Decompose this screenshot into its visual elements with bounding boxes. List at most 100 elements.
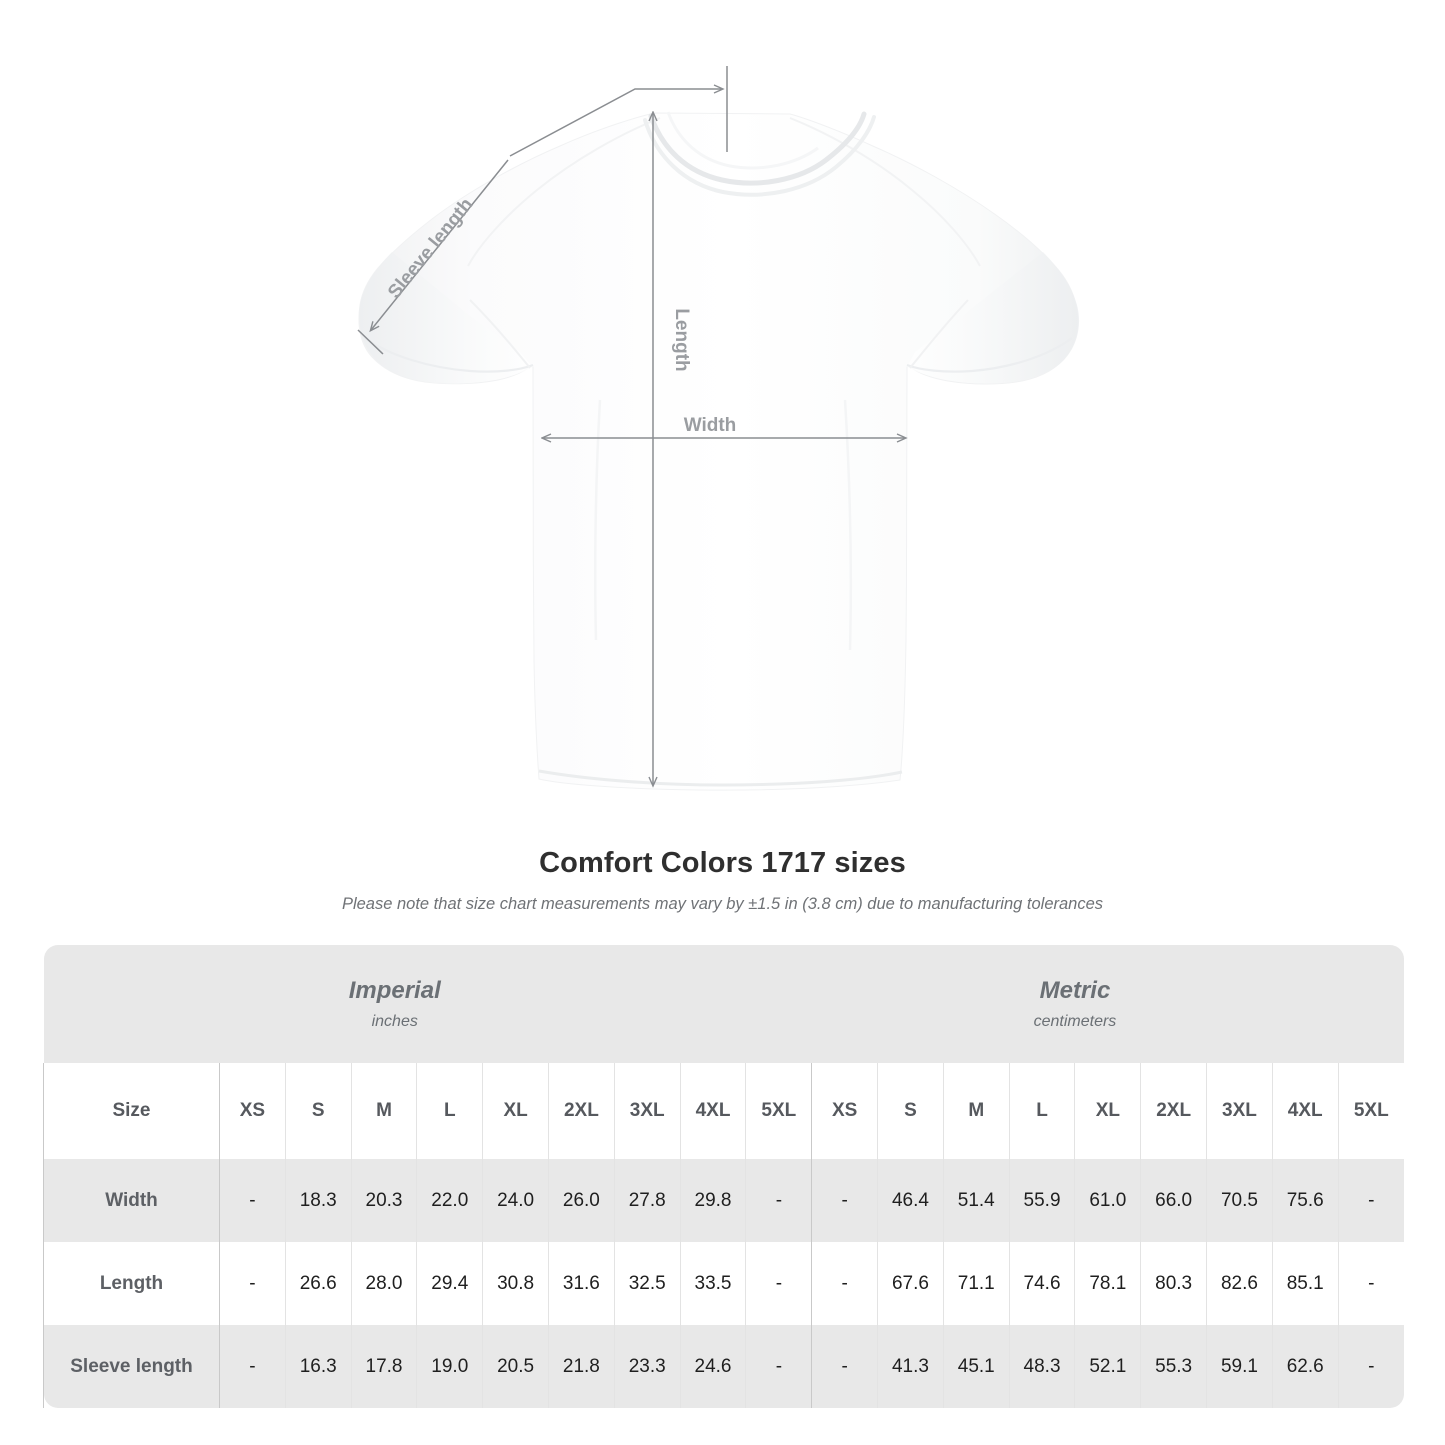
cell-length-imperial-s: 26.6 xyxy=(284,1242,352,1325)
cell-sleeve-imperial-2xl: 21.8 xyxy=(547,1325,615,1408)
cell-sleeve-imperial-xl: 20.5 xyxy=(482,1325,549,1408)
metric-label: Metric xyxy=(1039,976,1111,1004)
cell-width-imperial-m: 20.3 xyxy=(350,1159,417,1242)
cell-length-imperial-xl: 30.8 xyxy=(482,1242,549,1325)
header-imperial-xl: XL xyxy=(482,1063,549,1159)
header-imperial-4xl: 4XL xyxy=(679,1063,746,1159)
cell-sleeve-metric-5xl: - xyxy=(1337,1325,1404,1408)
cell-length-metric-2xl: 80.3 xyxy=(1140,1242,1207,1325)
header-imperial-xs: XS xyxy=(219,1063,286,1159)
cell-sleeve-metric-2xl: 55.3 xyxy=(1140,1325,1207,1408)
cell-width-imperial-5xl: - xyxy=(745,1159,812,1242)
cell-length-imperial-4xl: 33.5 xyxy=(679,1242,746,1325)
tshirt-illustration xyxy=(358,111,1080,791)
cell-width-metric-m: 51.4 xyxy=(942,1159,1010,1242)
tshirt-left-sleeve-shade xyxy=(359,252,533,384)
table-row-length: Length - 26.6 28.0 29.4 30.8 31.6 32.5 3… xyxy=(43,1242,1404,1325)
left-sleeve-hem xyxy=(364,337,534,373)
table-row-sleeve-length: Sleeve length - 16.3 17.8 19.0 20.5 21.8… xyxy=(43,1325,1404,1408)
cell-sleeve-metric-4xl: 62.6 xyxy=(1271,1325,1339,1408)
cell-length-metric-5xl: - xyxy=(1337,1242,1404,1325)
sleeve-end-tick xyxy=(357,329,384,355)
table-row-width: Width - 18.3 20.3 22.0 24.0 26.0 27.8 29… xyxy=(43,1159,1404,1242)
cell-length-imperial-m: 28.0 xyxy=(350,1242,417,1325)
header-metric-m: M xyxy=(942,1063,1010,1159)
header-metric-l: L xyxy=(1008,1063,1075,1159)
header-metric-xs: XS xyxy=(811,1063,878,1159)
cell-length-metric-xl: 78.1 xyxy=(1074,1242,1141,1325)
header-metric-xl: XL xyxy=(1074,1063,1141,1159)
header-imperial-2xl: 2XL xyxy=(547,1063,615,1159)
fold-right xyxy=(843,399,853,651)
row-label-sleeve-length: Sleeve length xyxy=(43,1325,220,1408)
sleeve-leader-line xyxy=(509,84,725,157)
cell-width-metric-5xl: - xyxy=(1337,1159,1404,1242)
cell-sleeve-imperial-5xl: - xyxy=(745,1325,812,1408)
header-metric-2xl: 2XL xyxy=(1140,1063,1207,1159)
cell-sleeve-metric-l: 48.3 xyxy=(1008,1325,1075,1408)
imperial-label: Imperial xyxy=(348,976,441,1004)
cell-sleeve-metric-s: 41.3 xyxy=(877,1325,944,1408)
left-shoulder-seam xyxy=(467,117,661,267)
cell-sleeve-metric-m: 45.1 xyxy=(942,1325,1010,1408)
sleeve-length-line xyxy=(369,159,509,333)
header-size: Size xyxy=(43,1063,220,1159)
table-header-row: Size XS S M L XL 2XL 3XL 4XL 5XL XS S M … xyxy=(43,1063,1404,1159)
cell-length-imperial-5xl: - xyxy=(745,1242,812,1325)
chart-heading: Comfort Colors 1717 sizes Please note th… xyxy=(0,845,1445,916)
length-label: Length xyxy=(671,308,692,371)
cell-width-metric-2xl: 66.0 xyxy=(1140,1159,1207,1242)
tolerance-note: Please note that size chart measurements… xyxy=(341,895,1104,914)
metric-band-cell: Metric centimeters xyxy=(745,945,1404,1063)
cell-length-metric-xs: - xyxy=(811,1242,878,1325)
header-metric-s: S xyxy=(877,1063,944,1159)
cell-sleeve-metric-xl: 52.1 xyxy=(1074,1325,1141,1408)
cell-sleeve-imperial-s: 16.3 xyxy=(284,1325,352,1408)
cell-width-metric-4xl: 75.6 xyxy=(1271,1159,1339,1242)
header-imperial-5xl: 5XL xyxy=(745,1063,812,1159)
right-shoulder-seam xyxy=(789,117,981,267)
cell-sleeve-metric-xs: - xyxy=(811,1325,878,1408)
width-label: Width xyxy=(684,415,737,436)
measurement-annotations xyxy=(357,66,905,785)
cell-width-imperial-s: 18.3 xyxy=(284,1159,352,1242)
cell-length-metric-4xl: 85.1 xyxy=(1271,1242,1339,1325)
header-imperial-l: L xyxy=(416,1063,483,1159)
header-imperial-m: M xyxy=(350,1063,417,1159)
metric-unit: centimeters xyxy=(1033,1012,1117,1030)
right-sleeve-hem xyxy=(906,337,1073,373)
cell-sleeve-imperial-4xl: 24.6 xyxy=(679,1325,746,1408)
cell-width-imperial-xs: - xyxy=(219,1159,286,1242)
row-label-length: Length xyxy=(43,1242,220,1325)
cell-width-metric-l: 55.9 xyxy=(1008,1159,1075,1242)
imperial-unit: inches xyxy=(371,1012,418,1030)
cell-length-imperial-2xl: 31.6 xyxy=(547,1242,615,1325)
header-metric-3xl: 3XL xyxy=(1206,1063,1273,1159)
tshirt-right-sleeve-shade xyxy=(907,252,1080,384)
cell-length-metric-l: 74.6 xyxy=(1008,1242,1075,1325)
cell-length-imperial-l: 29.4 xyxy=(416,1242,483,1325)
row-label-width: Width xyxy=(43,1159,220,1242)
cell-sleeve-imperial-m: 17.8 xyxy=(350,1325,417,1408)
cell-width-metric-3xl: 70.5 xyxy=(1206,1159,1273,1242)
fold-left xyxy=(593,399,602,641)
header-imperial-3xl: 3XL xyxy=(613,1063,681,1159)
collar-ribbing xyxy=(648,111,867,186)
cell-sleeve-metric-3xl: 59.1 xyxy=(1206,1325,1273,1408)
cell-width-imperial-2xl: 26.0 xyxy=(547,1159,615,1242)
cell-width-imperial-4xl: 29.8 xyxy=(679,1159,746,1242)
size-table: Imperial inches Metric centimeters Size … xyxy=(43,945,1404,1408)
tshirt-diagram: Sleeve length Length Width xyxy=(357,66,1080,791)
cell-width-imperial-xl: 24.0 xyxy=(482,1159,549,1242)
cell-length-imperial-xs: - xyxy=(219,1242,286,1325)
size-table-wrap: Imperial inches Metric centimeters Size … xyxy=(43,945,1404,1408)
fold-sleeve-right xyxy=(909,299,969,369)
cell-width-metric-xl: 61.0 xyxy=(1074,1159,1141,1242)
cell-length-metric-s: 67.6 xyxy=(877,1242,944,1325)
cell-length-metric-m: 71.1 xyxy=(942,1242,1010,1325)
collar-outline xyxy=(643,115,876,197)
header-metric-4xl: 4XL xyxy=(1271,1063,1339,1159)
header-imperial-s: S xyxy=(284,1063,352,1159)
fold-sleeve-left xyxy=(469,299,531,369)
